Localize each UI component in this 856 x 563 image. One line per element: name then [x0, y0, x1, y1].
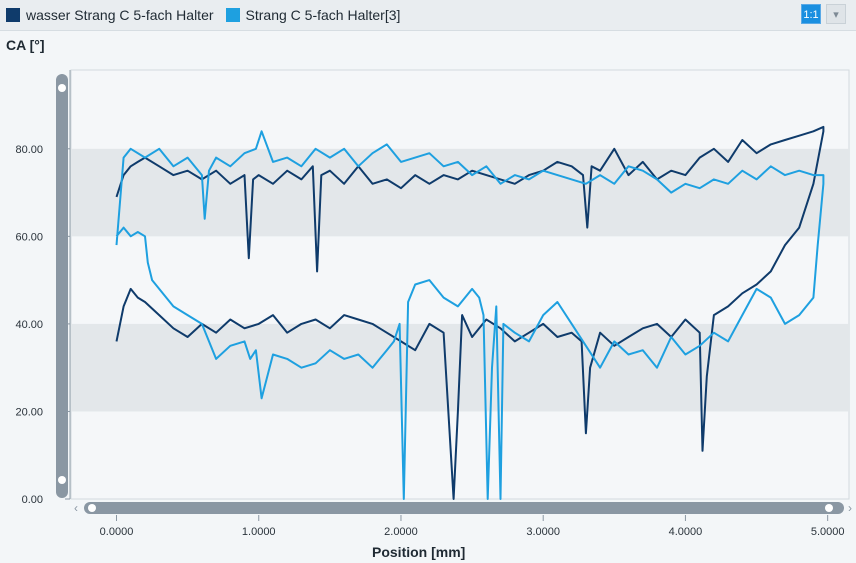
y-tick-label: 80.00 — [15, 144, 43, 156]
chevron-left-icon: ‹ — [74, 501, 78, 515]
x-tick-label: 3.0000 — [526, 526, 560, 538]
x-tick-label: 0.0000 — [100, 526, 134, 538]
y-tick-label: 0.00 — [22, 494, 43, 506]
x-tick-label: 2.0000 — [384, 526, 418, 538]
grid-band — [71, 148, 849, 237]
legend-swatch-series1 — [6, 8, 20, 22]
y-tick-label: 60.00 — [15, 231, 43, 243]
legend-item-series1[interactable]: wasser Strang C 5-fach Halter — [6, 7, 214, 23]
legend-bar: wasser Strang C 5-fach Halter Strang C 5… — [0, 0, 856, 31]
chevron-up-icon: ˄ — [59, 72, 65, 83]
x-tick-label: 5.0000 — [811, 526, 845, 538]
y-tick-label: 40.00 — [15, 319, 43, 331]
y-tick-label: 20.00 — [15, 406, 43, 418]
legend-swatch-series2 — [225, 8, 240, 22]
one-to-one-button[interactable]: 1:1 — [801, 4, 821, 24]
scroll-handle-bottom — [58, 476, 66, 484]
vertical-scrollbar[interactable] — [56, 74, 68, 498]
x-tick-label: 4.0000 — [669, 526, 703, 538]
x-axis-title: Position [mm] — [372, 544, 466, 560]
series-line-1 — [115, 125, 825, 500]
chevron-right-icon: › — [848, 501, 852, 515]
legend-item-series2[interactable]: Strang C 5-fach Halter[3] — [225, 7, 401, 23]
legend-label-series1: wasser Strang C 5-fach Halter — [26, 7, 214, 23]
plot-area — [70, 69, 850, 500]
chevron-down-icon[interactable]: ▾ — [826, 4, 846, 24]
scroll-handle-top — [58, 84, 66, 92]
scroll-handle-right — [825, 504, 833, 512]
x-tick-label: 1.0000 — [242, 526, 276, 538]
y-axis-title: CA [°] — [6, 37, 45, 53]
series-line-2 — [115, 130, 825, 500]
legend-label-series2: Strang C 5-fach Halter[3] — [245, 7, 401, 23]
scroll-handle-left — [88, 504, 96, 512]
horizontal-scrollbar[interactable] — [84, 502, 844, 514]
